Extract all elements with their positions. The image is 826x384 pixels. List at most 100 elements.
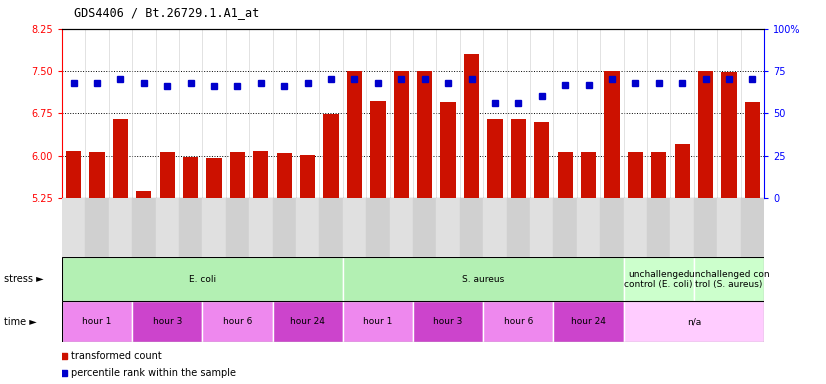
Bar (721, 72, 737, 198)
Bar (202, 198, 225, 257)
Bar (254, 151, 268, 198)
Bar (413, 198, 436, 257)
Text: transformed count: transformed count (71, 351, 162, 361)
Bar (296, 198, 320, 257)
Bar (506, 29, 530, 198)
Bar (436, 198, 460, 257)
Bar (324, 114, 339, 198)
Bar (183, 157, 198, 198)
Bar (343, 29, 366, 198)
Bar (320, 29, 343, 198)
Bar (113, 119, 128, 198)
Bar (343, 301, 413, 342)
Text: percentile rank within the sample: percentile rank within the sample (71, 368, 236, 378)
Text: GDS4406 / Bt.26729.1.A1_at: GDS4406 / Bt.26729.1.A1_at (74, 6, 259, 19)
Bar (109, 198, 132, 257)
Bar (460, 29, 483, 198)
Bar (460, 198, 483, 257)
Bar (741, 198, 764, 257)
Bar (62, 301, 132, 342)
Bar (370, 101, 386, 198)
Bar (202, 29, 225, 198)
Bar (530, 198, 553, 257)
Bar (601, 198, 624, 257)
Bar (202, 301, 273, 342)
Bar (62, 257, 343, 301)
Bar (558, 152, 572, 198)
Bar (510, 119, 526, 198)
Bar (159, 152, 175, 198)
Bar (300, 155, 316, 198)
Bar (417, 71, 432, 198)
Bar (132, 29, 155, 198)
Bar (487, 119, 502, 198)
Text: E. coli: E. coli (189, 275, 216, 284)
Text: hour 1: hour 1 (83, 317, 112, 326)
Bar (553, 29, 577, 198)
Bar (273, 198, 296, 257)
Bar (394, 71, 409, 198)
Bar (440, 102, 456, 198)
Bar (651, 152, 667, 198)
Bar (66, 151, 81, 198)
Bar (694, 29, 717, 198)
Bar (671, 198, 694, 257)
Bar (179, 198, 202, 257)
Bar (366, 29, 390, 198)
Bar (694, 198, 717, 257)
Bar (506, 198, 530, 257)
Bar (85, 198, 109, 257)
Bar (343, 257, 624, 301)
Bar (390, 29, 413, 198)
Text: hour 6: hour 6 (504, 317, 533, 326)
Bar (109, 29, 132, 198)
Bar (624, 29, 647, 198)
Bar (624, 301, 764, 342)
Bar (436, 29, 460, 198)
Text: unchallenged
control (E. coli): unchallenged control (E. coli) (624, 270, 693, 289)
Bar (647, 29, 671, 198)
Bar (320, 198, 343, 257)
Text: time ►: time ► (4, 316, 37, 327)
Bar (581, 152, 596, 198)
Bar (553, 301, 624, 342)
Text: S. aureus: S. aureus (462, 275, 505, 284)
Bar (273, 301, 343, 342)
Bar (624, 257, 694, 301)
Bar (534, 122, 549, 198)
Bar (132, 301, 202, 342)
Bar (155, 198, 179, 257)
Text: n/a: n/a (686, 317, 701, 326)
Bar (225, 29, 249, 198)
Text: hour 1: hour 1 (363, 317, 392, 326)
Bar (136, 191, 151, 198)
Bar (230, 152, 245, 198)
Bar (745, 102, 760, 198)
Bar (671, 29, 694, 198)
Bar (273, 29, 296, 198)
Bar (647, 198, 671, 257)
Bar (605, 71, 620, 198)
Bar (694, 257, 764, 301)
Bar (347, 71, 362, 198)
Text: hour 24: hour 24 (290, 317, 325, 326)
Bar (413, 29, 436, 198)
Bar (717, 198, 741, 257)
Bar (249, 198, 273, 257)
Bar (628, 152, 643, 198)
Bar (601, 29, 624, 198)
Bar (206, 158, 221, 198)
Bar (366, 198, 390, 257)
Bar (62, 29, 85, 198)
Bar (483, 198, 506, 257)
Bar (225, 198, 249, 257)
Bar (62, 198, 85, 257)
Bar (675, 144, 690, 198)
Bar (249, 29, 273, 198)
Bar (277, 153, 292, 198)
Bar (717, 29, 741, 198)
Bar (343, 198, 366, 257)
Bar (483, 301, 553, 342)
Bar (530, 29, 553, 198)
Bar (464, 54, 479, 198)
